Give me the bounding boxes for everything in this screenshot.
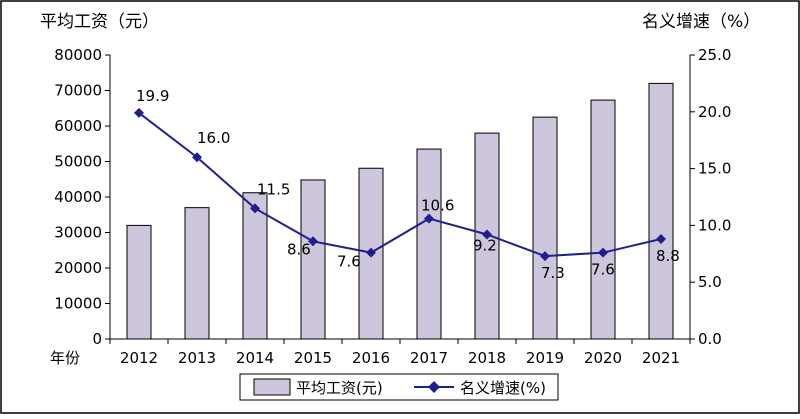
left-tick-label: 50000: [54, 153, 102, 171]
growth-line: [134, 107, 666, 262]
right-tick-label: 0.0: [698, 330, 722, 348]
left-tick-label: 30000: [54, 224, 102, 242]
growth-data-label: 7.6: [591, 261, 615, 279]
x-tick-label: 2013: [178, 349, 216, 367]
growth-data-label: 9.2: [473, 236, 497, 254]
growth-marker: [366, 247, 376, 258]
legend-line-label: 名义增速(%): [460, 379, 546, 397]
left-tick-label: 80000: [54, 46, 102, 64]
salary-bar: [242, 192, 268, 340]
right-tick-label: 10.0: [698, 216, 731, 234]
left-axis-title: 平均工资（元）: [40, 12, 159, 32]
legend-bar-label: 平均工资(元): [296, 379, 383, 397]
x-tick-label: 2014: [236, 349, 274, 367]
x-tick-label: 2018: [468, 349, 506, 367]
left-tick-label: 20000: [54, 259, 102, 277]
data-labels: 19.9 16.0 11.5 8.6 7.6 10.6 9.2 7.3 7.6 8.8: [136, 87, 680, 282]
x-tick-label: 2021: [642, 349, 680, 367]
left-tick-label: 0: [92, 330, 102, 348]
left-tick-label: 10000: [54, 295, 102, 313]
growth-marker: [308, 236, 318, 247]
left-tick-label: 60000: [54, 117, 102, 135]
growth-data-label: 7.6: [337, 253, 361, 271]
right-tick-label: 20.0: [698, 103, 731, 121]
x-tick-label: 2015: [294, 349, 332, 367]
right-tick-label: 25.0: [698, 46, 731, 64]
growth-data-label: 11.5: [257, 180, 290, 198]
growth-polyline: [138, 112, 662, 258]
salary-bar: [126, 224, 152, 340]
x-tick-label: 2012: [120, 349, 158, 367]
x-tick-label: 2016: [352, 349, 390, 367]
right-tick-label: 5.0: [698, 273, 722, 291]
growth-data-label: 16.0: [197, 129, 230, 147]
legend-bar-swatch: [253, 378, 291, 396]
right-axis-title: 名义增速（%）: [642, 12, 760, 32]
growth-marker: [482, 229, 492, 240]
x-tick-label: 2020: [584, 349, 622, 367]
salary-bar: [648, 82, 674, 340]
growth-marker: [540, 251, 550, 262]
growth-marker: [192, 152, 202, 163]
growth-data-label: 8.6: [287, 240, 311, 258]
growth-data-label: 10.6: [421, 197, 454, 215]
salary-bar: [184, 207, 210, 340]
salary-bar: [300, 179, 326, 340]
salary-bar: [358, 167, 384, 340]
left-tick-label: 40000: [54, 188, 102, 206]
growth-data-label: 19.9: [136, 87, 169, 105]
legend-marker-icon: [428, 381, 440, 393]
legend: 平均工资(元) 名义增速(%): [239, 373, 559, 401]
salary-bar: [416, 148, 442, 340]
right-tick-label: 15.0: [698, 160, 731, 178]
x-tick-label: 2019: [526, 349, 564, 367]
growth-data-label: 8.8: [656, 247, 680, 265]
growth-marker: [134, 107, 144, 118]
growth-marker: [250, 203, 260, 214]
growth-marker: [598, 247, 608, 258]
x-tick-label: 2017: [410, 349, 448, 367]
legend-box: [239, 373, 559, 401]
growth-marker: [656, 234, 666, 245]
salary-bar: [532, 116, 558, 340]
x-axis-label: 年份: [50, 349, 80, 367]
axes: 0 10000 20000 30000 40000 50000 60000 70000 8000…: [54, 46, 731, 367]
salary-bar: [590, 99, 616, 340]
growth-data-label: 7.3: [541, 264, 565, 282]
left-tick-label: 70000: [54, 82, 102, 100]
growth-marker: [424, 213, 434, 224]
bars: [126, 82, 674, 340]
